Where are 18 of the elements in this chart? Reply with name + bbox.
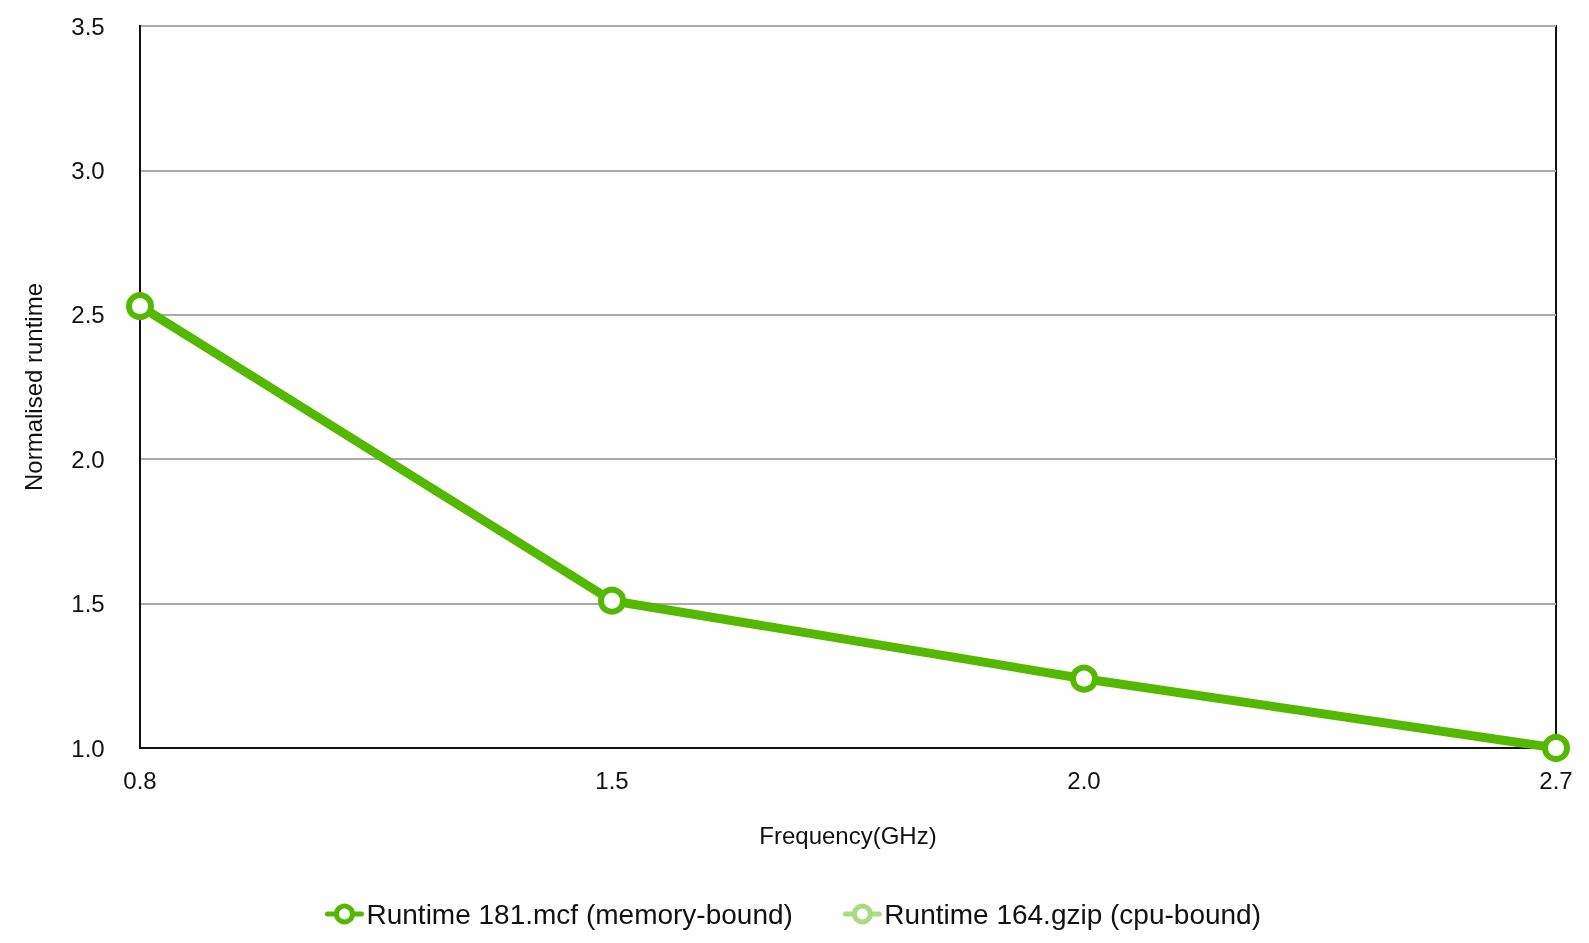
y-tick-label: 1.5 — [71, 590, 105, 618]
x-axis-title: Frequency(GHz) — [759, 821, 937, 849]
point — [1070, 664, 1098, 693]
y-tick-label: 2.0 — [71, 445, 105, 473]
x-tick-label: 2.7 — [1539, 766, 1573, 794]
point — [1542, 734, 1570, 762]
y-tick-label: 1.0 — [71, 734, 105, 762]
legend-label: Runtime 164.gzip (cpu-bound) — [884, 898, 1262, 930]
x-tick-label: 0.8 — [123, 766, 157, 794]
y-axis-title: Normalised runtime — [19, 282, 47, 492]
point — [598, 586, 626, 615]
point — [126, 292, 154, 321]
legend-label: Runtime 181.mcf (memory-bound) — [366, 898, 793, 930]
y-tick-label: 3.0 — [71, 156, 105, 184]
y-tick-label: 3.5 — [71, 12, 105, 40]
x-tick-label: 2.0 — [1067, 766, 1101, 794]
x-tick-label: 1.5 — [595, 766, 629, 794]
y-tick-label: 2.5 — [71, 301, 105, 329]
